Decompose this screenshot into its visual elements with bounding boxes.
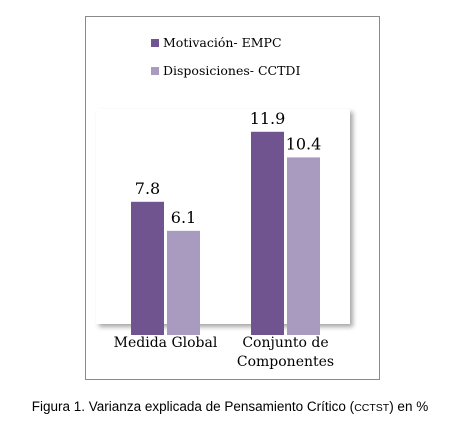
caption-prefix: Figura 1. Varianza explicada de Pensamie… [31, 399, 355, 414]
data-label-1-1: 7.8 [135, 179, 160, 198]
bar-chart: Motivación- EMPC Disposiciones- CCTDI 7.8… [96, 35, 350, 370]
figure-caption: Figura 1. Varianza explicada de Pensamie… [0, 399, 460, 414]
data-label-2-2: 10.4 [286, 134, 322, 153]
data-label-2-1: 6.1 [171, 208, 196, 227]
category-label-1: Medida Global [114, 335, 218, 351]
bar-1-2 [251, 131, 284, 335]
legend-swatch-1 [151, 39, 159, 47]
caption-suffix: ) en % [389, 399, 429, 414]
legend: Motivación- EMPC Disposiciones- CCTDI [151, 35, 300, 78]
bar-2-2 [287, 157, 320, 335]
category-label-2-line-1: Conjunto de [242, 335, 328, 351]
chart-figure: Motivación- EMPC Disposiciones- CCTDI 7.8… [85, 16, 380, 380]
data-label-1-2: 11.9 [250, 109, 286, 128]
bar-2-1 [167, 230, 200, 335]
legend-swatch-2 [151, 67, 159, 75]
legend-label-2: Disposiciones- CCTDI [163, 63, 300, 78]
bar-1-1 [131, 201, 164, 335]
bar-group [131, 131, 320, 335]
category-label-2-line-2: Componentes [237, 354, 334, 370]
caption-abbr: CCTST [354, 402, 390, 414]
legend-label-1: Motivación- EMPC [163, 35, 282, 50]
category-label-group: Medida Global Conjunto de Componentes [114, 335, 334, 370]
data-label-group: 7.8 6.1 11.910.4 [135, 109, 322, 227]
